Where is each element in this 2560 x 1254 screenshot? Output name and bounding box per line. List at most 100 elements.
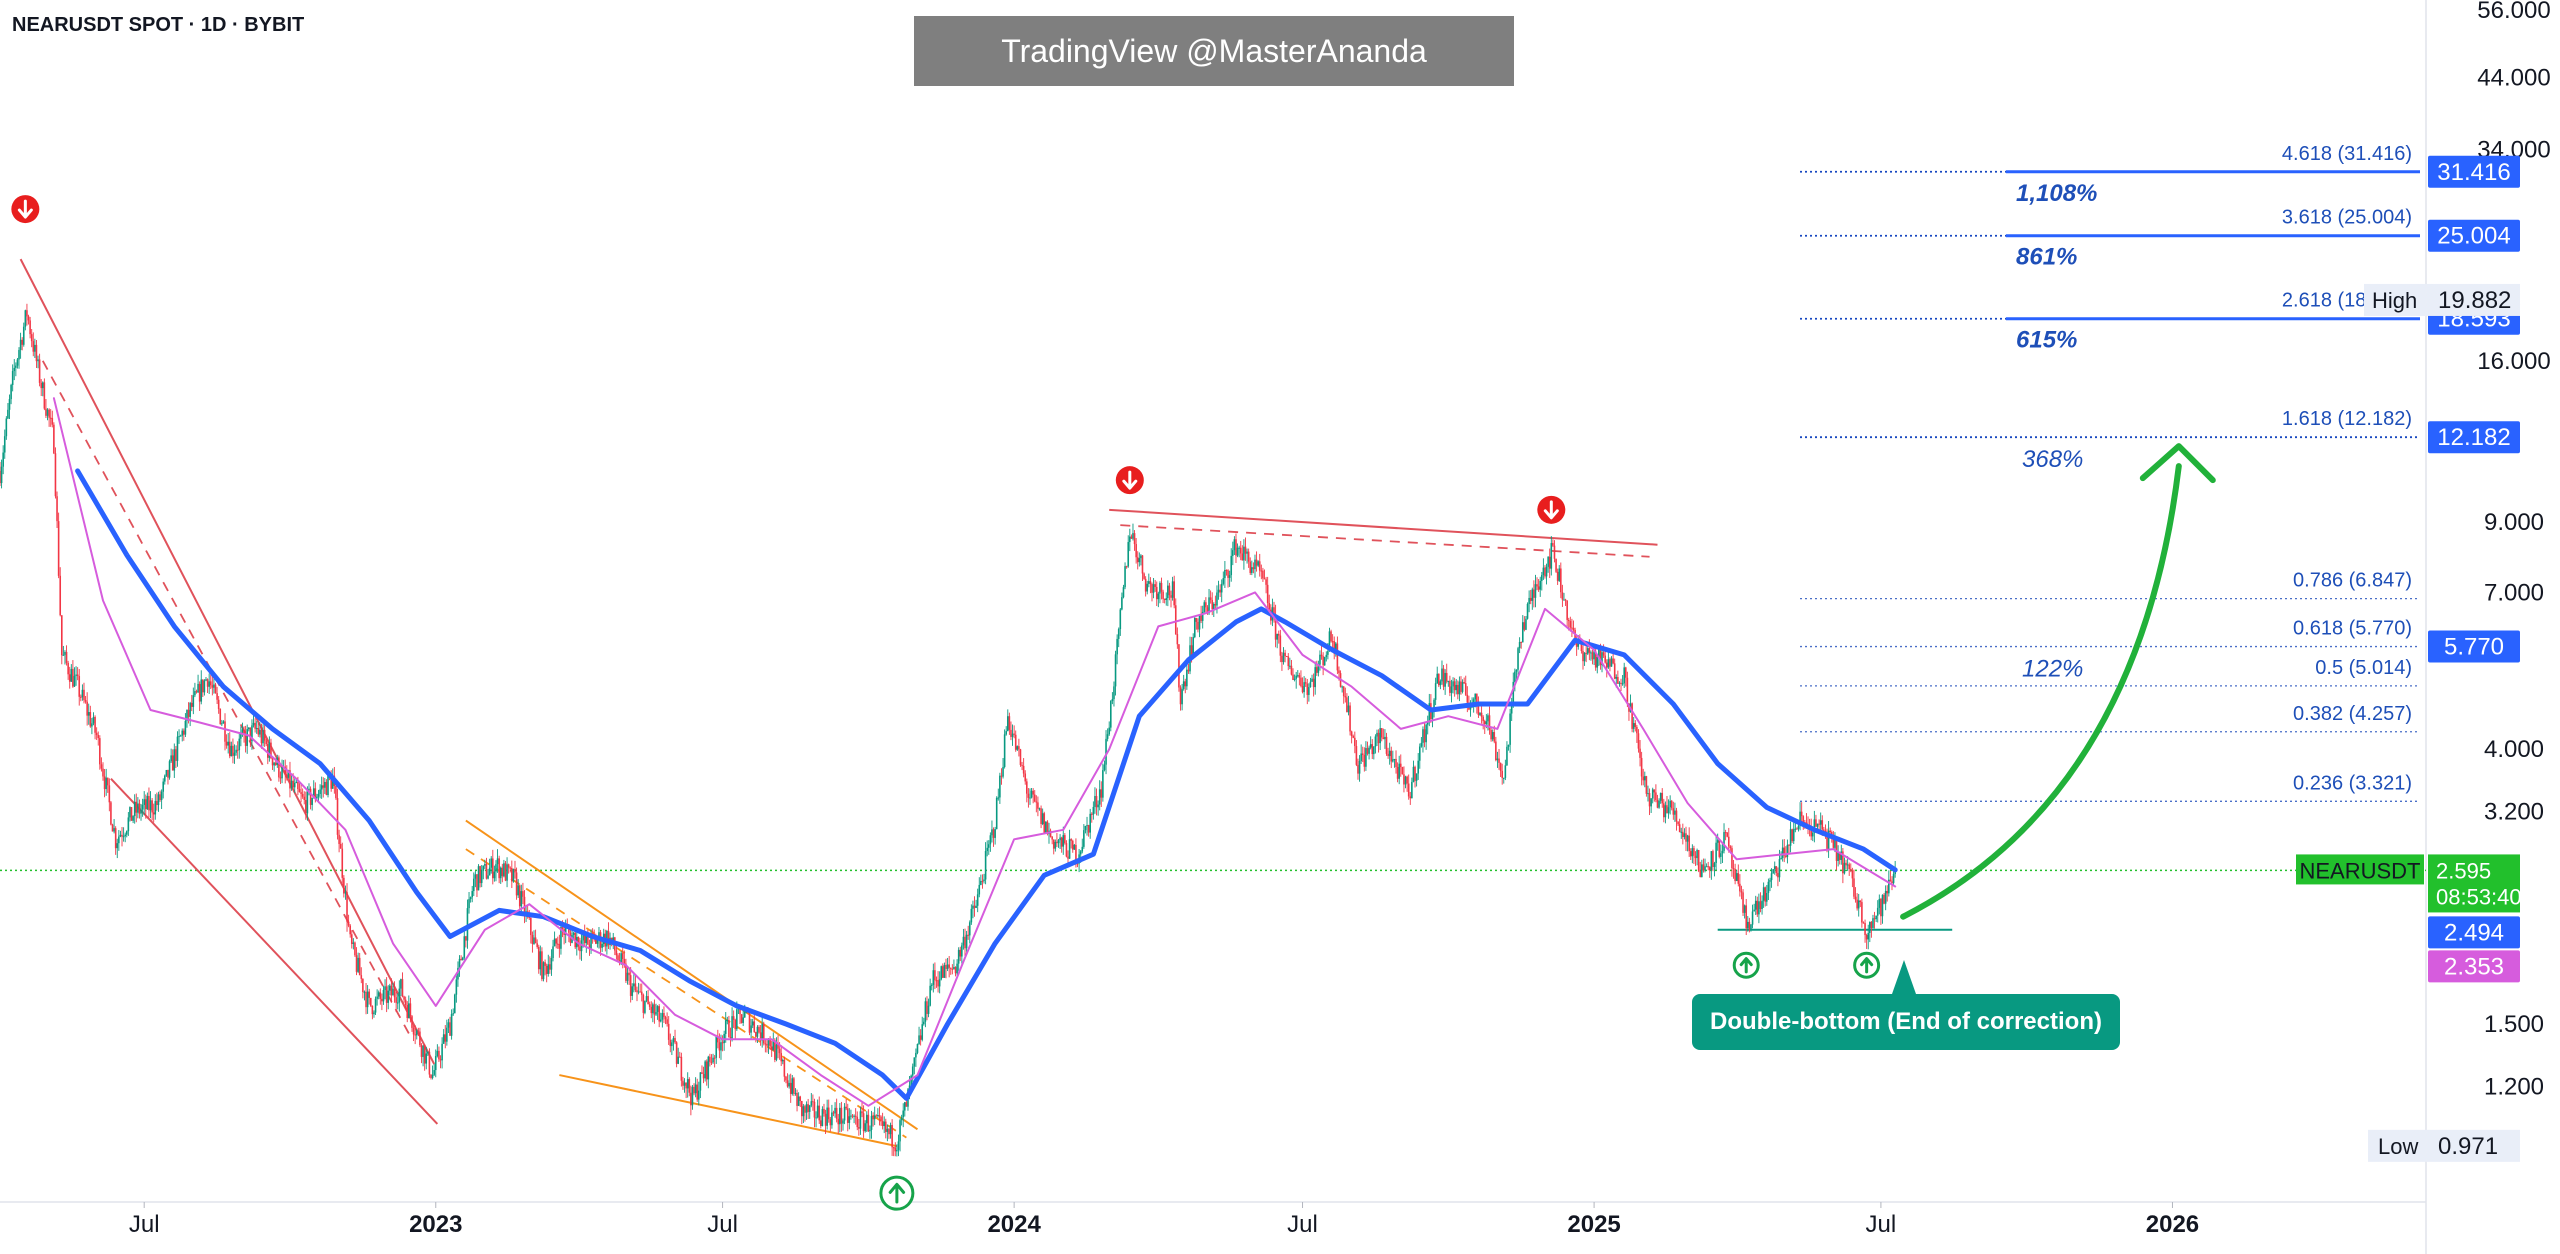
candle-body <box>290 780 293 789</box>
candle-body <box>1193 617 1196 638</box>
candle-body <box>346 892 348 922</box>
candle-body <box>764 1043 767 1045</box>
candle-body <box>1255 559 1258 566</box>
candle-body <box>736 1009 738 1030</box>
price-scale-label-fib-text: 12.182 <box>2437 424 2510 451</box>
candle-body <box>1336 643 1339 671</box>
candle-body <box>1520 642 1523 644</box>
candle-body <box>1295 675 1297 679</box>
buy-signal-icon <box>1853 951 1881 979</box>
candle-body <box>1553 545 1556 559</box>
candle-body <box>1368 747 1370 754</box>
candle-body <box>511 868 513 882</box>
candle-body <box>1707 866 1709 868</box>
y-tick-label: 16.000 <box>2477 348 2550 375</box>
candle-body <box>699 1072 702 1091</box>
candle-body <box>16 359 19 366</box>
candle-body <box>1889 879 1892 882</box>
candle-body <box>350 934 353 944</box>
candle-body <box>1425 724 1427 743</box>
candle-body <box>1672 808 1675 815</box>
candle-body <box>1674 810 1676 815</box>
candle-body <box>1666 805 1668 814</box>
candle-body <box>1643 776 1646 781</box>
candle-body <box>393 988 396 998</box>
candle-body <box>1018 746 1020 750</box>
candle-body <box>717 1035 719 1043</box>
candle-body <box>561 926 564 929</box>
candle-body <box>371 1005 374 1015</box>
candle-body <box>994 829 996 838</box>
price-scale-label-ma_slow-bg <box>2428 916 2520 949</box>
candle-body <box>1186 669 1188 687</box>
candle-body <box>1708 867 1711 871</box>
candle-body <box>1296 675 1299 677</box>
candle-body <box>1144 578 1147 592</box>
candle-body <box>891 1125 893 1148</box>
candle-body <box>178 736 180 738</box>
candle-body <box>1555 558 1557 572</box>
candle-body <box>1773 866 1776 870</box>
candle-body <box>1441 668 1443 682</box>
candle-body <box>932 970 935 985</box>
candle-body <box>791 1078 794 1094</box>
candle-body <box>1406 776 1408 784</box>
candle-body <box>70 668 73 682</box>
candle-body <box>1612 658 1614 664</box>
candle-body <box>1024 773 1027 782</box>
candle-body <box>401 979 404 997</box>
candle-body <box>389 985 391 991</box>
candle-body <box>49 417 52 419</box>
candle-body <box>357 957 359 972</box>
candle-body <box>403 996 405 1000</box>
candle-body <box>1179 687 1182 705</box>
candle-body <box>1886 890 1889 894</box>
candle-body <box>796 1092 798 1106</box>
candle-body <box>1176 634 1179 645</box>
candle-body <box>320 785 323 790</box>
candle-body <box>100 764 103 769</box>
candle-body <box>430 1074 432 1078</box>
candle-body <box>867 1114 870 1132</box>
candle-body <box>439 1059 442 1061</box>
candle-body <box>607 930 610 946</box>
candle-body <box>1350 731 1353 736</box>
candle-body <box>1563 599 1565 601</box>
trendline-wedge-mid <box>465 848 907 1139</box>
candle-body <box>588 944 591 949</box>
candle-body <box>1460 681 1462 692</box>
candle-body <box>415 1030 418 1036</box>
candle-body <box>1650 798 1652 807</box>
candle-body <box>1125 566 1128 568</box>
candle-body <box>1224 569 1226 579</box>
candle-body <box>934 970 936 981</box>
candle-body <box>1734 868 1736 881</box>
candle-body <box>1656 799 1659 808</box>
candle-body <box>1143 573 1145 579</box>
candle-body <box>663 1013 665 1018</box>
candle-body <box>450 1014 453 1036</box>
candle-body <box>919 1035 922 1040</box>
candle-body <box>1087 825 1090 833</box>
candle-body <box>1718 840 1721 857</box>
candle-body <box>1174 605 1177 635</box>
price-scale-label-fib-text: 25.004 <box>2437 223 2510 250</box>
candle-body <box>1746 921 1749 929</box>
price-scale-label-ma_fast: 2.353 <box>2428 950 2520 983</box>
candle-body <box>778 1048 781 1054</box>
candle-body <box>908 1085 911 1090</box>
candle-body <box>1103 764 1106 771</box>
candle-body <box>1241 553 1244 561</box>
candle-body <box>1488 715 1491 730</box>
candle-body <box>821 1108 824 1126</box>
candle-body <box>227 741 229 746</box>
candle-body <box>1352 735 1355 738</box>
candle-body <box>1160 582 1163 592</box>
symbol-title[interactable]: NEARUSDT SPOT · 1D · BYBIT <box>12 14 305 36</box>
candle-body <box>704 1061 706 1079</box>
candle-body <box>705 1061 708 1080</box>
candle-body <box>1116 638 1118 655</box>
candle-body <box>978 884 981 895</box>
candle-body <box>1228 575 1231 578</box>
